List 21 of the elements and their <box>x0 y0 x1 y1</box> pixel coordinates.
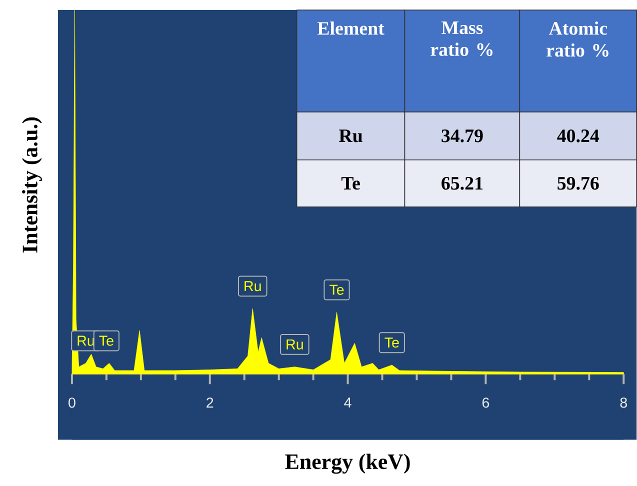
annotation: Te <box>384 338 399 348</box>
annotation: 40.24 <box>557 130 600 142</box>
annotation: Ru <box>286 340 303 350</box>
x-axis-title: Energy (keV) <box>285 454 410 474</box>
annotation: Mass ratio % <box>430 22 492 56</box>
y-axis-title: Intensity (a.u.) <box>22 118 42 253</box>
annotation: Te <box>99 336 114 346</box>
annotation: 59.76 <box>558 177 599 190</box>
annotation: 65.21 <box>442 177 483 190</box>
x-tick-label: 6 <box>482 398 490 408</box>
x-tick-label: 2 <box>206 398 214 408</box>
annotation: Atomic ratio % <box>546 22 608 57</box>
annotation: 34.79 <box>442 130 483 142</box>
annotation: Element <box>317 22 384 35</box>
annotation: Ru <box>339 130 362 142</box>
annotation: Te <box>341 177 360 190</box>
annotation: Te <box>330 284 344 295</box>
x-tick-label: 4 <box>344 398 352 408</box>
x-tick-label: 0 <box>68 398 76 408</box>
annotation: Ru <box>244 281 261 292</box>
x-tick-label: 8 <box>620 398 627 408</box>
